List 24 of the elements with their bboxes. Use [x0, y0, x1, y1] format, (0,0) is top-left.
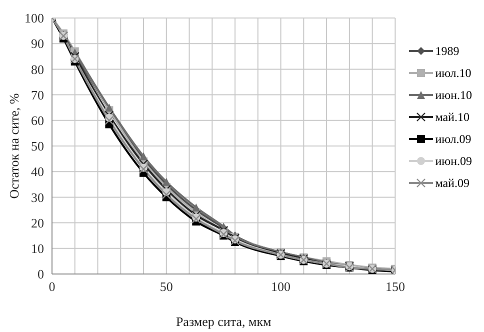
x-tick-label: 150	[385, 279, 405, 294]
y-tick-label: 0	[38, 266, 44, 282]
y-tick-label: 30	[31, 190, 44, 205]
y-tick-label: 60	[31, 113, 44, 128]
y-tick-label: 100	[24, 10, 44, 26]
legend-label: 1989	[435, 44, 460, 58]
y-tick-label: 80	[31, 62, 44, 77]
x-axis-title: Размер сита, мкм	[176, 314, 272, 329]
y-tick-label: 20	[31, 215, 44, 230]
y-tick-label: 50	[31, 138, 44, 154]
legend-label: июн.09	[435, 154, 472, 168]
y-tick-label: 90	[31, 36, 44, 52]
x-tick-label: 0	[48, 279, 56, 294]
x-tick-label: 50	[160, 279, 173, 294]
legend-label: июл.10	[435, 66, 472, 80]
y-tick-label: 70	[31, 87, 44, 102]
y-tick-label: 10	[31, 241, 44, 256]
y-tick-label: 40	[31, 164, 44, 180]
x-tick-label: 100	[271, 279, 291, 294]
legend-label: май.09	[435, 176, 470, 190]
y-axis-title: Остаток на сите, %	[6, 93, 22, 199]
legend-label: июл.09	[435, 132, 472, 146]
legend-label: июн.10	[435, 88, 472, 102]
legend-label: май.10	[435, 110, 470, 124]
